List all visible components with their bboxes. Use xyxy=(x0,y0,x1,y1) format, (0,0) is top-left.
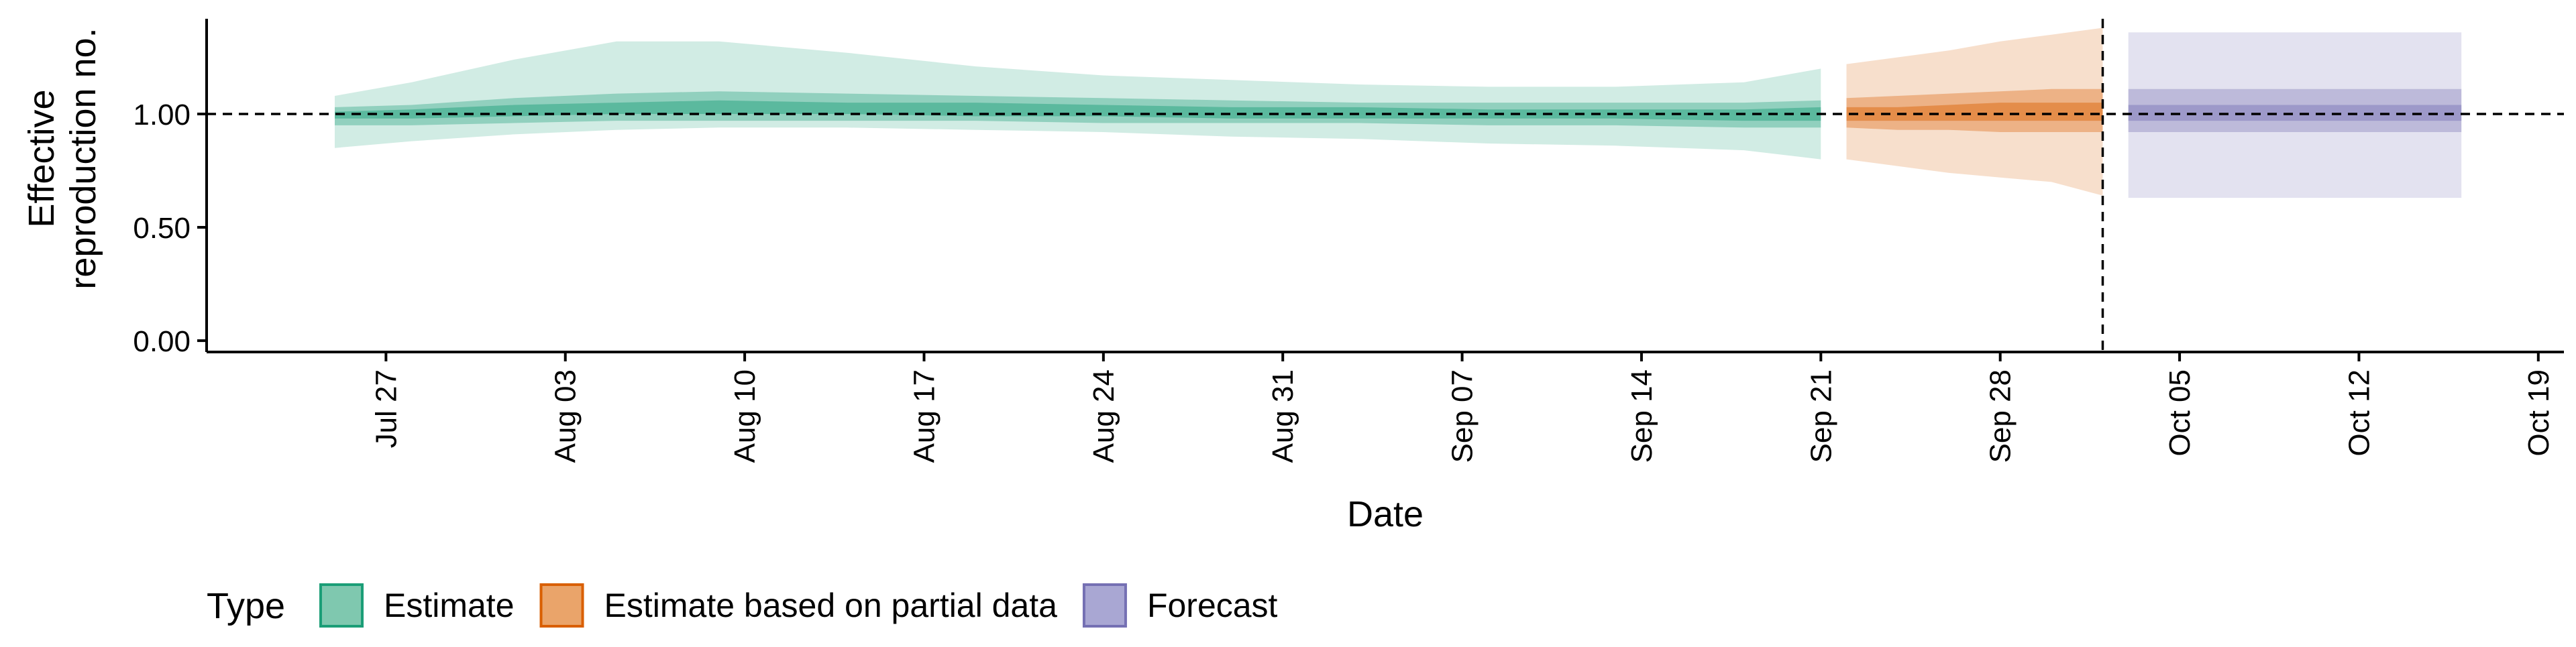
legend-swatch-2 xyxy=(1082,583,1127,628)
ribbon-ci50-series-0 xyxy=(335,91,1821,128)
x-tick-label: Sep 14 xyxy=(1625,369,1658,463)
x-tick-label: Sep 28 xyxy=(1984,369,2017,463)
x-tick-label: Aug 03 xyxy=(549,369,582,463)
y-axis-label: Effectivereproduction no. xyxy=(21,27,103,289)
x-tick-label: Oct 12 xyxy=(2343,369,2375,457)
ribbon-ci50-series-1 xyxy=(1846,89,2103,132)
x-tick-label: Aug 24 xyxy=(1087,369,1120,463)
ribbon-ci20-series-1 xyxy=(1846,103,2103,121)
x-tick-label: Aug 31 xyxy=(1267,369,1299,463)
series-2 xyxy=(2128,32,2462,198)
y-tick-label: 0.00 xyxy=(133,325,191,358)
x-tick-label: Sep 21 xyxy=(1805,369,1837,463)
legend-title: Type xyxy=(207,586,285,626)
series-0 xyxy=(335,41,1821,160)
x-tick-label: Jul 27 xyxy=(370,369,402,448)
ribbon-ci20-series-2 xyxy=(2128,105,2462,121)
y-axis-label-line: Effective xyxy=(21,89,62,227)
y-axis-label-line: reproduction no. xyxy=(63,27,103,289)
x-tick-label: Oct 19 xyxy=(2522,369,2555,457)
legend-label-1: Estimate based on partial data xyxy=(604,587,1058,624)
reference-lines xyxy=(207,19,2564,352)
axes: 0.00 0.50 1.00 Jul 27 Aug 03 Aug 10 Aug 17 Aug … xyxy=(21,19,2564,534)
legend-swatch-1 xyxy=(539,583,584,628)
ribbon-ci20-series-0 xyxy=(335,100,1821,121)
ribbon-ci90-series-0 xyxy=(335,41,1821,160)
x-tick-label: Sep 07 xyxy=(1446,369,1479,463)
ribbon-ci50-series-2 xyxy=(2128,89,2462,132)
legend-label-2: Forecast xyxy=(1147,587,1278,624)
ribbons-layer xyxy=(335,27,2462,198)
y-tick-label: 1.00 xyxy=(133,99,191,131)
x-axis-label: Date xyxy=(1347,494,1424,534)
legend-label-0: Estimate xyxy=(384,587,515,624)
x-tick-label: Aug 17 xyxy=(908,369,941,463)
ribbon-ci90-series-1 xyxy=(1846,27,2103,196)
legend-swatch-0 xyxy=(319,583,364,628)
series-1 xyxy=(1846,27,2103,196)
x-tick-label: Oct 05 xyxy=(2163,369,2196,457)
y-tick-label: 0.50 xyxy=(133,212,191,245)
x-tick-label: Aug 10 xyxy=(729,369,761,463)
ribbon-ci90-series-2 xyxy=(2128,32,2462,198)
legend: Type Estimate Estimate based on partial da… xyxy=(207,583,1278,628)
